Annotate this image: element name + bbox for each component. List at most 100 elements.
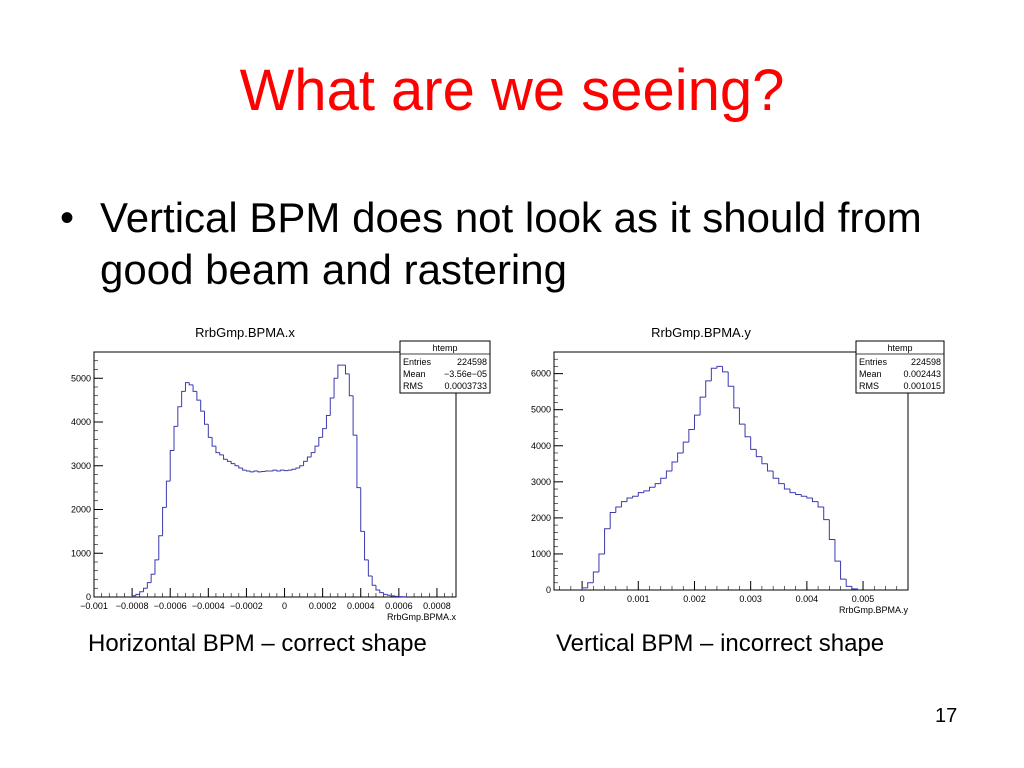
histogram-bin bbox=[710, 367, 717, 381]
histogram-bin bbox=[226, 459, 232, 462]
histogram-bin bbox=[322, 428, 327, 438]
histogram-bin bbox=[677, 452, 684, 462]
histogram-bin bbox=[845, 579, 852, 587]
histogram-bin bbox=[722, 366, 729, 373]
histogram-bin bbox=[238, 465, 243, 469]
histogram-bin bbox=[665, 470, 672, 479]
histogram-bin bbox=[755, 449, 762, 458]
histogram-bin bbox=[615, 506, 622, 513]
histogram-bin bbox=[806, 496, 813, 499]
histogram-bin bbox=[587, 582, 594, 588]
y-tick-label: 4000 bbox=[531, 441, 551, 451]
y-tick-label: 3000 bbox=[71, 461, 91, 471]
histogram-bin bbox=[364, 531, 369, 561]
x-tick-label: 0.0008 bbox=[423, 601, 451, 611]
histogram-bin bbox=[699, 396, 706, 416]
stats-label: RMS bbox=[859, 381, 879, 391]
histogram-bin bbox=[682, 441, 689, 453]
histogram-bin bbox=[356, 435, 361, 489]
histogram-bin bbox=[375, 585, 380, 591]
stats-value: 224598 bbox=[911, 357, 941, 367]
histogram-bin bbox=[333, 377, 338, 398]
x-tick-label: 0.002 bbox=[683, 594, 706, 604]
caption-horizontal-bpm: Horizontal BPM – correct shape bbox=[88, 630, 427, 657]
histogram-bin bbox=[139, 591, 144, 595]
histogram-bin bbox=[783, 483, 790, 490]
histogram-bin bbox=[379, 590, 384, 594]
histogram-bpma-x: RrbGmp.BPMA.x 0 1000 2000 3000 4000 5000 −0.001… bbox=[71, 325, 491, 622]
x-tick-label: 0.004 bbox=[796, 594, 819, 604]
histogram-bin bbox=[188, 382, 194, 386]
x-tick-label: 0.005 bbox=[852, 594, 875, 604]
histogram-bin bbox=[184, 382, 190, 392]
histogram-bin bbox=[325, 414, 331, 429]
histogram-bin bbox=[592, 571, 599, 583]
histogram-bin bbox=[257, 471, 262, 473]
histogram-bin bbox=[598, 553, 605, 572]
y-tick-label: 2000 bbox=[71, 505, 91, 515]
x-tick-label: −0.001 bbox=[80, 601, 108, 611]
histogram-bin bbox=[693, 414, 701, 430]
histogram-bin bbox=[162, 506, 167, 536]
histogram-bin bbox=[242, 467, 247, 471]
x-tick-label: −0.0004 bbox=[192, 601, 225, 611]
histogram-bin bbox=[177, 406, 182, 427]
x-tick-label: 0.0004 bbox=[347, 601, 375, 611]
histogram-bin bbox=[245, 470, 251, 472]
histogram-bin bbox=[295, 467, 300, 470]
histogram-bin bbox=[143, 587, 148, 592]
histogram-bin bbox=[230, 461, 235, 465]
histogram-bin bbox=[154, 559, 159, 575]
y-tick-label: 0 bbox=[86, 592, 91, 602]
histogram-bin bbox=[253, 470, 258, 472]
y-tick-label: 3000 bbox=[531, 477, 551, 487]
stats-label: Mean bbox=[403, 369, 426, 379]
histogram-bin bbox=[383, 592, 388, 595]
histogram-bin bbox=[716, 365, 723, 369]
histogram-bin bbox=[828, 519, 835, 541]
histogram-bin bbox=[344, 365, 350, 375]
histogram-bin bbox=[223, 454, 228, 460]
histogram-bin bbox=[158, 535, 163, 560]
histogram-bin bbox=[303, 460, 308, 466]
histogram-bin bbox=[204, 411, 209, 425]
bullet-text: Vertical BPM does not look as it should … bbox=[100, 194, 922, 293]
histogram-bin bbox=[192, 384, 197, 392]
histogram-bin bbox=[360, 487, 365, 532]
stats-value: 224598 bbox=[457, 357, 487, 367]
stats-label: Entries bbox=[859, 357, 888, 367]
x-tick-label: −0.0008 bbox=[116, 601, 149, 611]
stats-value: 0.0003733 bbox=[444, 381, 487, 391]
histogram-bin bbox=[181, 390, 186, 407]
histogram-bin bbox=[643, 490, 650, 493]
histogram-bin bbox=[146, 582, 152, 589]
histogram-bin bbox=[660, 477, 667, 484]
histogram-bin bbox=[851, 586, 858, 590]
histogram-bin bbox=[196, 391, 201, 401]
histogram-bin bbox=[200, 400, 205, 412]
histogram-bin bbox=[834, 539, 841, 562]
stats-label: RMS bbox=[403, 381, 423, 391]
histogram-bin bbox=[272, 469, 277, 471]
histogram-bpma-y: RrbGmp.BPMA.y 0 1000 2000 3000 4000 5000 6000 0 0… bbox=[531, 325, 945, 615]
histogram-bin bbox=[811, 498, 819, 503]
histogram-bin bbox=[314, 445, 319, 453]
stats-name: htemp bbox=[432, 343, 457, 353]
x-tick-label: −0.0006 bbox=[154, 601, 187, 611]
caption-vertical-bpm: Vertical BPM – incorrect shape bbox=[556, 630, 885, 657]
chart-title: RrbGmp.BPMA.y bbox=[651, 325, 751, 340]
page-number: 17 bbox=[935, 705, 958, 727]
histogram-bin bbox=[348, 373, 354, 397]
y-tick-label: 5000 bbox=[71, 373, 91, 383]
histogram-bin bbox=[234, 463, 239, 467]
histogram-bin bbox=[744, 424, 751, 438]
y-tick-label: 2000 bbox=[531, 513, 551, 523]
y-tick-label: 1000 bbox=[531, 549, 551, 559]
y-tick-label: 6000 bbox=[531, 369, 551, 379]
histogram-bin bbox=[649, 486, 656, 491]
histogram-bin bbox=[688, 429, 695, 443]
histogram-bin bbox=[705, 380, 712, 398]
histogram-bin bbox=[626, 497, 633, 502]
chart-title: RrbGmp.BPMA.x bbox=[195, 325, 295, 340]
histogram-bin bbox=[150, 573, 155, 583]
